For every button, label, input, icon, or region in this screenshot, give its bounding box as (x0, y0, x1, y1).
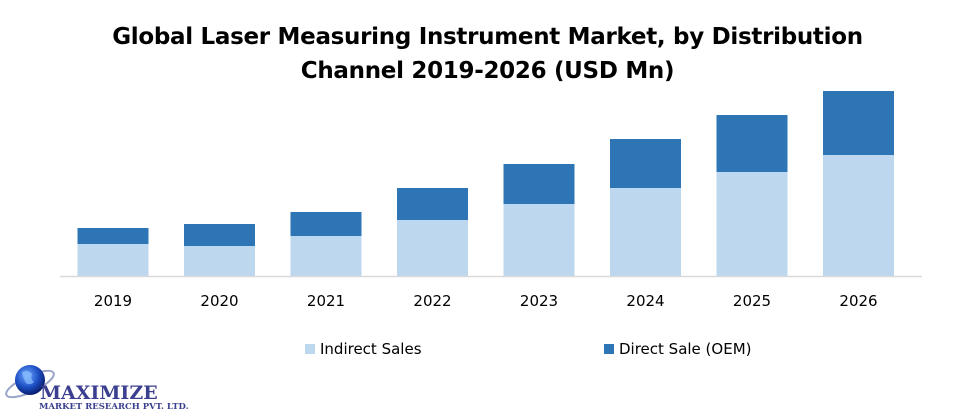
legend-label: Indirect Sales (320, 340, 422, 358)
bar-direct-sale-2022 (397, 188, 468, 220)
x-tick-label: 2019 (94, 292, 132, 310)
bar-indirect-sales-2021 (290, 236, 362, 276)
x-tick-label: 2025 (733, 292, 771, 310)
title-line-2: Channel 2019-2026 (USD Mn) (300, 58, 675, 84)
bar-direct-sale-2020 (184, 224, 255, 246)
logo-subtitle: MARKET RESEARCH PVT. LTD. (39, 402, 189, 412)
legend-item-indirect-sales: Indirect Sales (305, 340, 422, 358)
legend-item-direct-sale: Direct Sale (OEM) (604, 340, 752, 358)
bar-direct-sale-2023 (503, 164, 575, 204)
bar-indirect-sales-2022 (397, 220, 468, 276)
bar-direct-sale-2025 (716, 115, 788, 172)
title-line-1: Global Laser Measuring Instrument Market… (112, 24, 863, 50)
bar-indirect-sales-2024 (610, 188, 681, 276)
x-tick-label: 2024 (626, 292, 664, 310)
stacked-bar-chart: 2019 2020 2021 2022 2023 2024 2025 2026 (60, 91, 922, 310)
bar-indirect-sales-2020 (184, 246, 255, 276)
x-tick-label: 2023 (520, 292, 558, 310)
chart-title: Global Laser Measuring Instrument Market… (0, 20, 975, 88)
company-logo: MAXIMIZE MARKET RESEARCH PVT. LTD. (0, 360, 220, 412)
globe-icon (5, 365, 55, 399)
bar-indirect-sales-2023 (503, 204, 575, 276)
x-tick-label: 2026 (839, 292, 877, 310)
bar-indirect-sales-2025 (716, 172, 788, 276)
bar-indirect-sales-2019 (77, 244, 149, 276)
x-tick-label: 2022 (413, 292, 451, 310)
bar-direct-sale-2021 (290, 212, 362, 236)
x-tick-label: 2020 (200, 292, 238, 310)
logo-name: MAXIMIZE (40, 382, 158, 404)
bar-direct-sale-2026 (823, 91, 894, 155)
legend-label: Direct Sale (OEM) (619, 340, 752, 358)
legend-swatch (305, 344, 315, 354)
bar-indirect-sales-2026 (823, 155, 894, 276)
bar-direct-sale-2019 (77, 228, 149, 244)
bar-direct-sale-2024 (610, 139, 681, 188)
x-tick-label: 2021 (307, 292, 345, 310)
legend-swatch (604, 344, 614, 354)
